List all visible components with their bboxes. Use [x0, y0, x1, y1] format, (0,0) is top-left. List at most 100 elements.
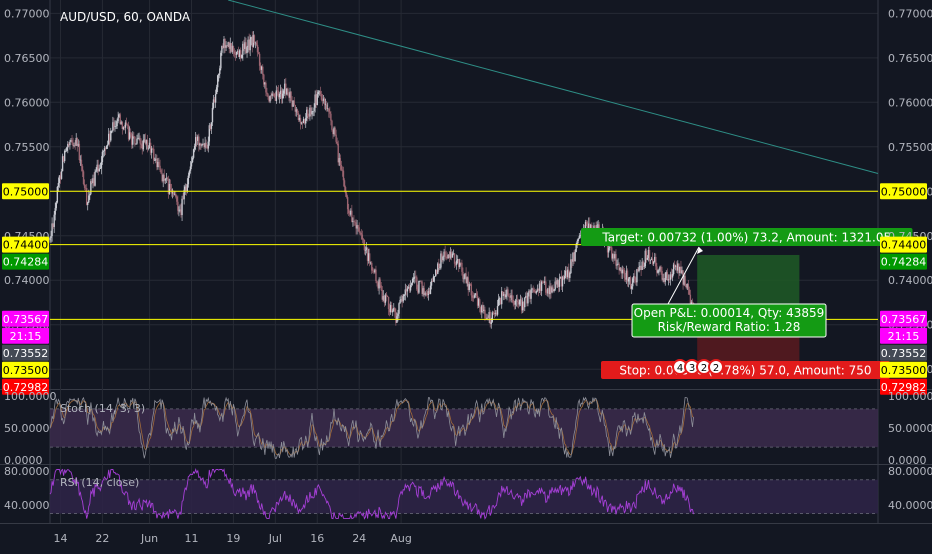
candle-body — [590, 224, 592, 231]
candle-body — [73, 145, 75, 147]
candle-body — [274, 97, 277, 101]
candle-body — [635, 280, 637, 283]
candle-body — [535, 291, 538, 293]
candle-body — [655, 256, 657, 267]
candle-body — [333, 127, 335, 135]
candle-body — [400, 299, 402, 301]
candle-body — [52, 223, 54, 227]
candle-body — [632, 278, 634, 287]
candle-body — [132, 136, 134, 145]
candle-body — [373, 271, 375, 273]
price-axes[interactable]: 0.77000 0.77000 0.76500 0.76500 0.76000 0.760… — [2, 7, 932, 512]
candle-body — [275, 90, 278, 101]
stop-label[interactable]: Stop: 0.00570 (0.78%) 57.0, Amount: 750 — [601, 361, 890, 379]
price-tag[interactable]: 0.75000 0.75000 — [2, 183, 927, 200]
candle-body — [362, 239, 365, 240]
event-marker-icon[interactable] — [708, 359, 724, 375]
candle-body — [133, 136, 135, 137]
candle-body — [88, 195, 90, 203]
candle-body — [323, 98, 326, 105]
time-axis[interactable]: 14 22 Jun 11 19 Jul 16 24 Aug — [53, 532, 411, 545]
candle-body — [125, 122, 128, 125]
candle-body — [234, 53, 237, 55]
candle-body — [273, 93, 275, 98]
price-tag[interactable]: 0.73500 0.73500 — [2, 361, 927, 378]
candle-body — [204, 142, 206, 148]
candle-body — [105, 146, 108, 149]
candle-body — [412, 277, 415, 279]
candle-body — [152, 148, 154, 150]
candle-body — [471, 295, 474, 298]
candle-body — [224, 39, 226, 48]
candle-body — [516, 300, 519, 303]
candle-body — [526, 295, 528, 304]
candle-body — [585, 221, 588, 226]
candle-body — [176, 196, 178, 202]
price-tag-bg-left — [2, 310, 49, 327]
candle-body — [346, 197, 349, 210]
trendline[interactable] — [228, 0, 879, 174]
candle-body — [138, 137, 140, 139]
candle-body — [568, 269, 570, 278]
candle-body — [438, 263, 440, 269]
candle-body — [329, 111, 331, 114]
price-tag-text-left: 0.73552 — [3, 347, 49, 360]
candle-body — [242, 43, 244, 55]
candle-body — [210, 122, 213, 129]
stoch-pane[interactable] — [49, 396, 878, 459]
candle-body — [127, 125, 130, 140]
candle-body — [292, 100, 294, 107]
price-tag[interactable]: 0.73567 0.73567 — [2, 310, 927, 327]
candle-body — [381, 289, 383, 300]
candle-body — [690, 301, 693, 304]
candle-body — [102, 150, 105, 152]
price-tag[interactable]: 0.74400 0.74400 — [2, 236, 927, 253]
candle-body — [182, 198, 184, 200]
price-tag-text-right: 0.73500 — [881, 364, 927, 377]
candle-body — [642, 261, 644, 267]
main-price-pane[interactable]: Target: 0.00732 (1.00%) 73.2, Amount: 13… — [49, 0, 913, 379]
candle-body — [143, 139, 146, 141]
candle-body — [461, 262, 463, 272]
price-tag[interactable]: 0.74284 0.74284 — [2, 253, 927, 270]
candle-body — [617, 263, 619, 265]
price-tag[interactable]: 0.72982 0.72982 — [2, 378, 927, 395]
candle-body — [55, 202, 57, 209]
pnl-label[interactable]: Open P&L: 0.00014, Qty: 43859Risk/Reward… — [631, 303, 827, 338]
candle-body — [515, 300, 518, 302]
rsi-tick-right: 40.0000 — [888, 499, 932, 512]
price-tag[interactable]: 0.73552 0.73552 — [2, 344, 927, 361]
candle-body — [666, 272, 669, 281]
candle-body — [119, 114, 121, 125]
candle-body — [222, 45, 224, 48]
candle-body — [104, 148, 107, 149]
candle-body — [608, 246, 611, 248]
candle-body — [198, 136, 200, 146]
candle-body — [386, 295, 389, 298]
candle-body — [548, 288, 550, 295]
candle-body — [392, 310, 394, 313]
candle-body — [171, 192, 174, 194]
candle-body — [492, 312, 495, 313]
candle-body — [427, 291, 430, 296]
pnl-label-bg — [631, 303, 827, 338]
candle-body — [621, 269, 623, 274]
candle-body — [668, 279, 671, 280]
rsi-pane[interactable] — [49, 467, 878, 520]
candle-body — [680, 266, 682, 274]
price-tag-text-right: 21:15 — [888, 330, 920, 343]
candle-body — [510, 295, 512, 298]
candle-body — [279, 90, 282, 95]
candle-body — [426, 294, 429, 296]
rsi-line — [49, 467, 694, 520]
candle-body — [672, 264, 675, 275]
candle-body — [379, 279, 381, 286]
candle-body — [95, 170, 97, 172]
candle-body — [174, 193, 176, 195]
candle-body — [423, 288, 425, 296]
candle-body — [296, 109, 299, 114]
price-tag[interactable]: 21:15 21:15 — [2, 327, 927, 344]
target-label[interactable]: Target: 0.00732 (1.00%) 73.2, Amount: 13… — [581, 228, 913, 246]
